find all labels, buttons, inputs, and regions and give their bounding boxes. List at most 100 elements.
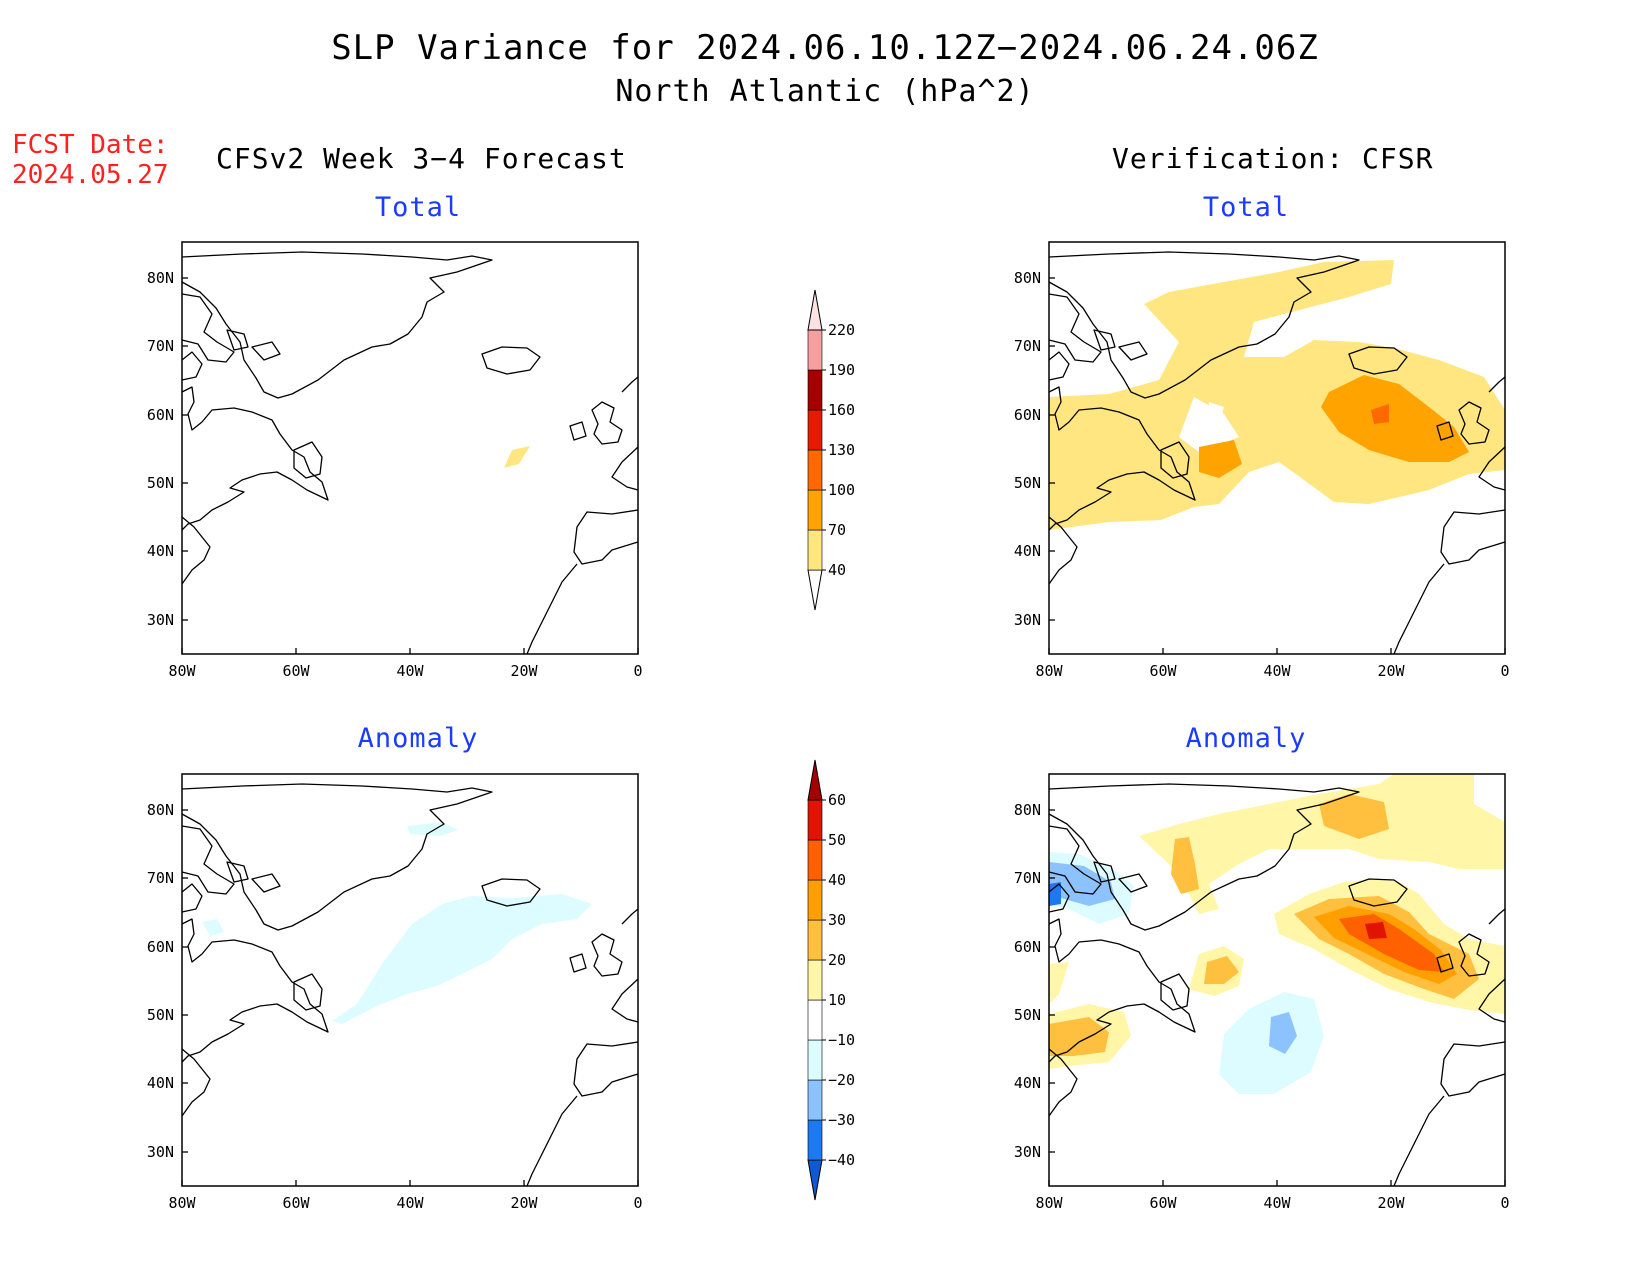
verification-total-fill <box>1049 260 1505 530</box>
lon-tick-label: 60W <box>282 662 310 680</box>
lat-tick-label: 80N <box>147 269 174 287</box>
colorbar-label: 50 <box>828 831 846 849</box>
colorbar-segment <box>807 409 823 451</box>
verification-total-heading: Total <box>1202 192 1290 223</box>
lat-tick-label: 50N <box>1014 1006 1041 1024</box>
colorbar-segment <box>807 529 823 571</box>
lat-tick-label: 60N <box>1014 938 1041 956</box>
lat-tick-label: 50N <box>1014 474 1041 492</box>
lat-tick-label: 70N <box>1014 337 1041 355</box>
colorbar-segment <box>807 839 823 881</box>
axis-ticks: 80N 70N 60N 50N 40N 30N 80W 60W 40W 20W 0 <box>147 801 643 1212</box>
colorbar-label: 40 <box>828 561 846 579</box>
lon-tick-label: 20W <box>510 662 538 680</box>
colorbar-segment <box>807 569 823 611</box>
lon-tick-label: 60W <box>1149 1194 1177 1212</box>
lat-tick-label: 40N <box>147 1074 174 1092</box>
lon-tick-label: 0 <box>633 1194 642 1212</box>
lon-tick-label: 40W <box>396 662 424 680</box>
colorbar-label: 190 <box>828 361 855 379</box>
lon-tick-label: 60W <box>1149 662 1177 680</box>
colorbar-label: 20 <box>828 951 846 969</box>
lat-tick-label: 60N <box>147 406 174 424</box>
lon-tick-label: 80W <box>1035 1194 1063 1212</box>
fcst-date-label: FCST Date: <box>12 130 169 160</box>
figure-title: SLP Variance for 2024.06.10.12Z−2024.06.… <box>331 28 1319 68</box>
lat-tick-label: 70N <box>147 337 174 355</box>
colorbar-segment <box>807 879 823 921</box>
colorbar-label: 30 <box>828 911 846 929</box>
lon-tick-label: 20W <box>510 1194 538 1212</box>
fcst-date-value: 2024.05.27 <box>12 160 169 190</box>
verification-anomaly-map: 80N 70N 60N 50N 40N 30N 80W 60W 40W 20W 0 <box>1014 773 1510 1212</box>
colorbar-anomaly: −40 −30 −20 −10 10 20 30 40 50 60 <box>807 759 855 1201</box>
coastlines <box>1048 783 1506 1187</box>
verification-column-title: Verification: CFSR <box>1112 142 1434 175</box>
coastlines <box>181 251 639 655</box>
forecast-total-fill <box>504 446 530 468</box>
lat-tick-label: 80N <box>147 801 174 819</box>
forecast-anomaly-map: 80N 70N 60N 50N 40N 30N 80W 60W 40W 20W 0 <box>147 773 643 1212</box>
colorbar-label: 60 <box>828 791 846 809</box>
axis-ticks: 80N 70N 60N 50N 40N 30N 80W 60W 40W 20W 0 <box>1014 801 1510 1212</box>
colorbar-segment <box>807 369 823 411</box>
colorbar-segment <box>807 1039 823 1081</box>
lat-tick-label: 40N <box>147 542 174 560</box>
lon-tick-label: 20W <box>1377 1194 1405 1212</box>
colorbar-label: −20 <box>828 1071 855 1089</box>
forecast-anomaly-fill <box>202 822 592 1024</box>
axis-ticks: 80N 70N 60N 50N 40N 30N 80W 60W 40W 20W 0 <box>1014 269 1510 680</box>
colorbar-segment <box>807 1159 823 1201</box>
forecast-column-title: CFSv2 Week 3−4 Forecast <box>216 142 627 175</box>
colorbar-segment <box>807 1079 823 1121</box>
lon-tick-label: 80W <box>1035 662 1063 680</box>
lon-tick-label: 40W <box>1263 1194 1291 1212</box>
lat-tick-label: 70N <box>1014 869 1041 887</box>
colorbar-label: 220 <box>828 321 855 339</box>
colorbar-segment <box>807 489 823 531</box>
lat-tick-label: 50N <box>147 1006 174 1024</box>
lat-tick-label: 60N <box>1014 406 1041 424</box>
colorbar-segment <box>807 959 823 1001</box>
figure-subtitle: North Atlantic (hPa^2) <box>615 74 1035 109</box>
lon-tick-label: 0 <box>633 662 642 680</box>
axis-ticks: 80N 70N 60N 50N 40N 30N 80W 60W 40W 20W 0 <box>147 269 643 680</box>
forecast-total-heading: Total <box>374 192 462 223</box>
colorbar-segment <box>807 799 823 841</box>
lon-tick-label: 0 <box>1500 1194 1509 1212</box>
colorbar-segment <box>807 329 823 371</box>
coastlines <box>1048 251 1506 655</box>
lat-tick-label: 80N <box>1014 801 1041 819</box>
lon-tick-label: 40W <box>1263 662 1291 680</box>
colorbar-label: 100 <box>828 481 855 499</box>
colorbar-segment <box>807 919 823 961</box>
lat-tick-label: 60N <box>147 938 174 956</box>
forecast-anomaly-heading: Anomaly <box>357 723 479 754</box>
forecast-total-map: 80N 70N 60N 50N 40N 30N 80W 60W 40W 20W 0 <box>147 241 643 680</box>
colorbar-segment <box>807 289 823 331</box>
colorbar-label: 40 <box>828 871 846 889</box>
coastlines <box>181 783 639 1187</box>
lon-tick-label: 80W <box>168 1194 196 1212</box>
lat-tick-label: 30N <box>1014 611 1041 629</box>
lat-tick-label: 50N <box>147 474 174 492</box>
lon-tick-label: 60W <box>282 1194 310 1212</box>
colorbar-segment <box>807 1119 823 1161</box>
colorbar-label: −30 <box>828 1111 855 1129</box>
lon-tick-label: 20W <box>1377 662 1405 680</box>
colorbar-segment <box>807 759 823 801</box>
lon-tick-label: 40W <box>396 1194 424 1212</box>
colorbar-total: 40 70 100 130 160 190 220 <box>807 289 855 611</box>
colorbar-segment <box>807 449 823 491</box>
colorbar-label: 160 <box>828 401 855 419</box>
colorbar-label: −10 <box>828 1031 855 1049</box>
lat-tick-label: 30N <box>147 611 174 629</box>
lat-tick-label: 30N <box>147 1143 174 1161</box>
lat-tick-label: 30N <box>1014 1143 1041 1161</box>
verification-anomaly-heading: Anomaly <box>1185 723 1307 754</box>
lon-tick-label: 80W <box>168 662 196 680</box>
colorbar-label: 70 <box>828 521 846 539</box>
lon-tick-label: 0 <box>1500 662 1509 680</box>
lat-tick-label: 40N <box>1014 1074 1041 1092</box>
lat-tick-label: 70N <box>147 869 174 887</box>
